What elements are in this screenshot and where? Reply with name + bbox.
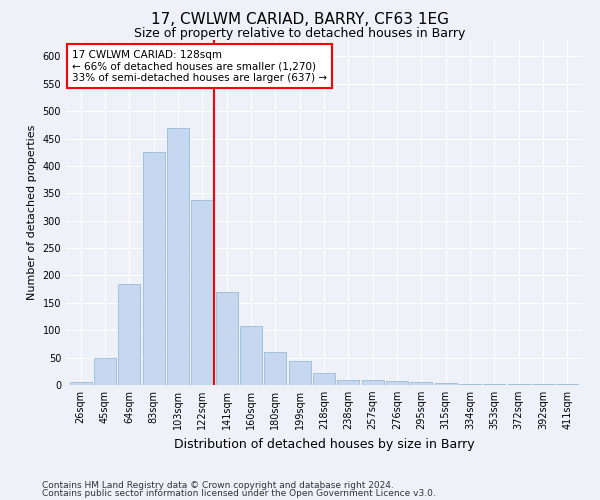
Bar xyxy=(386,380,408,385)
Text: 17 CWLWM CARIAD: 128sqm
← 66% of detached houses are smaller (1,270)
33% of semi: 17 CWLWM CARIAD: 128sqm ← 66% of detache… xyxy=(72,50,327,83)
Bar xyxy=(459,384,481,385)
Bar xyxy=(410,382,433,385)
Bar xyxy=(240,326,262,385)
Bar xyxy=(435,384,457,385)
Bar xyxy=(532,384,554,385)
Bar xyxy=(70,382,92,385)
Bar xyxy=(118,284,140,385)
Y-axis label: Number of detached properties: Number of detached properties xyxy=(27,125,37,300)
Text: Contains HM Land Registry data © Crown copyright and database right 2024.: Contains HM Land Registry data © Crown c… xyxy=(42,480,394,490)
Bar xyxy=(289,362,311,385)
Text: Contains public sector information licensed under the Open Government Licence v3: Contains public sector information licen… xyxy=(42,490,436,498)
Text: 17, CWLWM CARIAD, BARRY, CF63 1EG: 17, CWLWM CARIAD, BARRY, CF63 1EG xyxy=(151,12,449,28)
Bar xyxy=(191,200,213,385)
Bar xyxy=(337,380,359,385)
Bar xyxy=(362,380,383,385)
Bar xyxy=(167,128,189,385)
Text: Size of property relative to detached houses in Barry: Size of property relative to detached ho… xyxy=(134,28,466,40)
Bar xyxy=(508,384,530,385)
Bar xyxy=(265,352,286,385)
Bar xyxy=(556,384,578,385)
X-axis label: Distribution of detached houses by size in Barry: Distribution of detached houses by size … xyxy=(173,438,475,450)
Bar xyxy=(215,292,238,385)
Bar xyxy=(313,373,335,385)
Bar xyxy=(484,384,505,385)
Bar xyxy=(94,358,116,385)
Bar xyxy=(143,152,164,385)
